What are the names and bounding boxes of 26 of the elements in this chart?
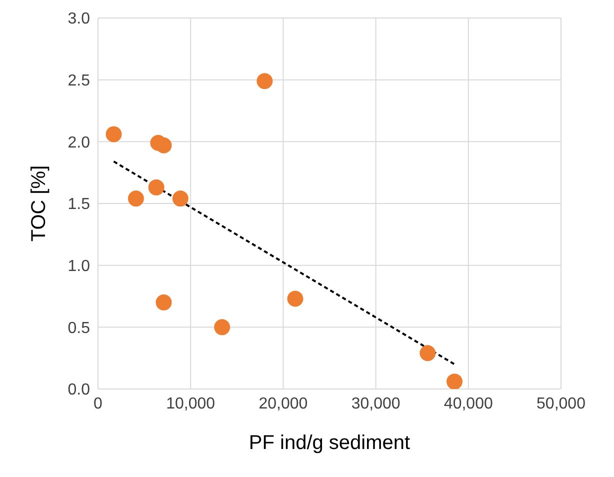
y-tick-label: 1.5 <box>68 196 90 214</box>
x-tick-label: 40,000 <box>444 395 493 412</box>
point <box>287 290 304 307</box>
x-tick-label: 50,000 <box>536 395 586 412</box>
point <box>106 126 122 142</box>
y-axis-title: TOC [%] <box>28 165 50 242</box>
point <box>214 319 230 336</box>
x-axis-title: PF ind/g sediment <box>248 432 411 454</box>
point <box>256 73 273 90</box>
point <box>156 294 172 310</box>
point <box>420 345 436 362</box>
y-tick-label: 2.0 <box>68 134 90 152</box>
y-tick-label: 0.0 <box>68 382 90 399</box>
y-tick-label: 1.0 <box>68 258 90 276</box>
x-tick-label: 20,000 <box>258 395 308 412</box>
y-tick-label: 3.0 <box>68 10 90 28</box>
x-tick-label: 30,000 <box>351 395 400 412</box>
point <box>446 374 463 389</box>
point <box>148 179 164 196</box>
y-tick-label: 0.5 <box>68 320 90 337</box>
point <box>128 190 144 207</box>
x-tick-label: 10,000 <box>166 395 216 412</box>
point <box>156 137 172 154</box>
y-tick-label: 2.5 <box>68 72 90 90</box>
x-tick-label: 0 <box>94 395 103 412</box>
point <box>172 190 188 207</box>
